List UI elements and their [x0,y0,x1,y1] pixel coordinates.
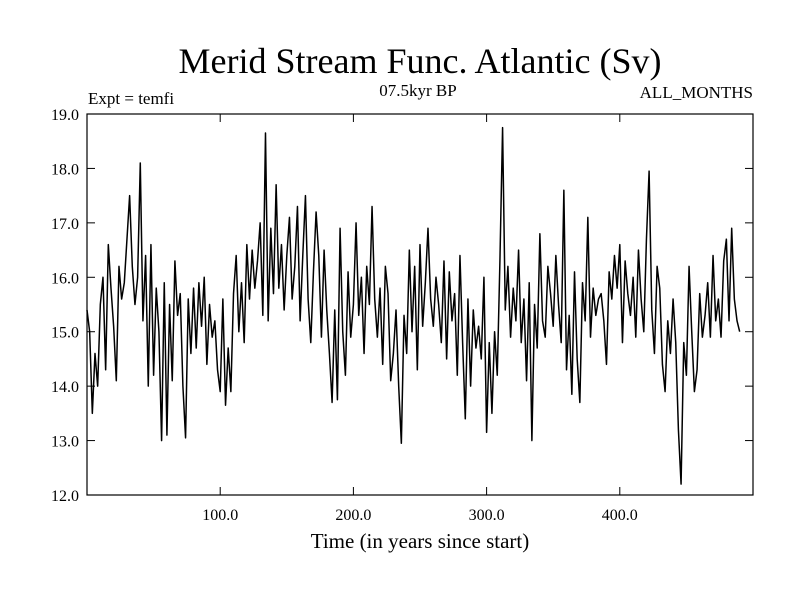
y-tick-label: 15.0 [51,325,79,342]
months-label: ALL_MONTHS [640,83,753,102]
y-tick-label: 18.0 [51,161,79,178]
x-tick-label: 400.0 [602,507,638,524]
plot-frame [86,113,754,496]
y-tick-label: 14.0 [51,379,79,396]
x-axis: 100.0 200.0 300.0 400.0 [202,114,638,524]
y-tick-label: 13.0 [51,434,79,451]
x-tick-label: 200.0 [335,507,371,524]
chart-title: Merid Stream Func. Atlantic (Sv) [179,41,662,81]
experiment-label: Expt = temfi [88,89,174,108]
y-tick-label: 17.0 [51,216,79,233]
x-tick-label: 100.0 [202,507,238,524]
x-axis-label: Time (in years since start) [311,529,530,553]
data-series-line [86,126,741,485]
chart-subtitle: 07.5kyr BP [379,81,456,100]
y-tick-label: 19.0 [51,107,79,124]
y-tick-label: 12.0 [51,488,79,505]
y-axis: 12.0 13.0 14.0 15.0 16.0 17.0 18.0 19.0 [51,107,753,505]
y-tick-label: 16.0 [51,270,79,287]
x-tick-label: 300.0 [469,507,505,524]
